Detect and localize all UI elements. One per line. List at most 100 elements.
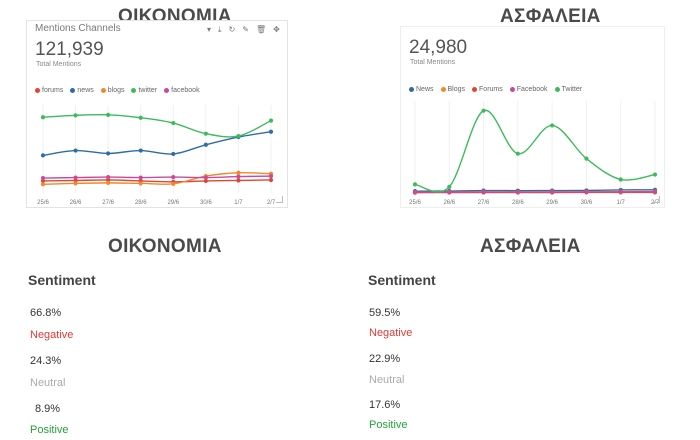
- data-point[interactable]: [138, 148, 143, 153]
- x-tick-label: 27/6: [478, 200, 490, 206]
- data-point[interactable]: [40, 175, 46, 181]
- data-point[interactable]: [618, 189, 623, 194]
- data-point[interactable]: [236, 170, 241, 175]
- data-point[interactable]: [268, 177, 274, 183]
- legend-item[interactable]: Blogs: [440, 86, 466, 93]
- data-point[interactable]: [618, 177, 623, 182]
- chart-legend: forums news blogs twitter facebook: [35, 87, 200, 94]
- data-point[interactable]: [171, 151, 176, 157]
- move-icon[interactable]: ✥: [273, 25, 280, 34]
- data-point[interactable]: [73, 113, 78, 118]
- data-point[interactable]: [73, 181, 78, 186]
- data-point[interactable]: [550, 123, 555, 128]
- legend-item[interactable]: Forums: [472, 86, 503, 93]
- legend-dot-icon: [131, 88, 137, 93]
- data-point[interactable]: [447, 190, 452, 195]
- legend-item[interactable]: news: [70, 87, 94, 94]
- data-point[interactable]: [236, 174, 241, 179]
- data-point[interactable]: [40, 153, 46, 158]
- data-point[interactable]: [584, 156, 589, 161]
- legend-item[interactable]: twitter: [131, 87, 157, 94]
- legend-dot-icon: [70, 88, 76, 93]
- data-point[interactable]: [203, 131, 208, 136]
- data-point[interactable]: [171, 181, 176, 186]
- edit-icon[interactable]: ✎: [242, 25, 249, 34]
- sentiment-donut: [478, 314, 582, 418]
- legend-item[interactable]: Facebook: [509, 86, 548, 93]
- data-point[interactable]: [550, 189, 555, 195]
- legend-dot-icon: [100, 88, 106, 93]
- negative-label: Negative: [30, 329, 74, 341]
- heading-asfaleia-top: ΑΣΦΑΛΕΙΑ: [500, 6, 601, 27]
- data-point[interactable]: [412, 182, 418, 187]
- data-point[interactable]: [268, 129, 274, 134]
- negative-percent: 66.8%: [30, 307, 62, 319]
- download-icon[interactable]: ⤓: [218, 25, 222, 34]
- data-point[interactable]: [40, 115, 46, 120]
- series-line-news: [42, 131, 272, 157]
- x-tick-label: 29/6: [546, 200, 558, 206]
- data-point[interactable]: [40, 178, 46, 184]
- data-point[interactable]: [236, 178, 241, 183]
- legend-label: news: [77, 87, 94, 94]
- data-point[interactable]: [138, 181, 143, 186]
- x-tick-label: 1/7: [234, 200, 243, 206]
- data-point[interactable]: [171, 174, 176, 180]
- positive-label: Positive: [30, 424, 69, 436]
- chevron-down-icon[interactable]: ▾: [207, 25, 212, 34]
- neutral-label: Neutral: [369, 374, 405, 386]
- legend-item[interactable]: News: [409, 86, 434, 93]
- data-point[interactable]: [515, 190, 520, 195]
- data-point[interactable]: [481, 108, 486, 113]
- data-point[interactable]: [652, 189, 658, 194]
- data-point[interactable]: [447, 184, 452, 189]
- legend-item[interactable]: Twitter: [554, 86, 582, 93]
- data-point[interactable]: [106, 180, 111, 185]
- refresh-icon[interactable]: ↻: [228, 25, 236, 34]
- data-point[interactable]: [481, 189, 486, 195]
- legend-item[interactable]: blogs: [100, 87, 124, 94]
- data-point[interactable]: [412, 190, 418, 195]
- negative-label: Negative: [369, 327, 413, 339]
- legend-dot-icon: [409, 87, 414, 92]
- data-point[interactable]: [106, 112, 111, 117]
- total-mentions-label: Total Mentions: [410, 59, 456, 66]
- positive-percent: 17.6%: [369, 399, 401, 411]
- data-point[interactable]: [138, 175, 143, 180]
- data-point[interactable]: [138, 115, 143, 120]
- data-point[interactable]: [268, 174, 274, 179]
- legend-item[interactable]: facebook: [164, 87, 200, 94]
- legend-dot-icon: [164, 88, 170, 93]
- resize-handle-icon[interactable]: [276, 196, 283, 203]
- data-point[interactable]: [73, 178, 78, 183]
- mentions-panel-left: Mentions Channels ▾ ⤓ ↻ ✎ 🗑 ✥ 121,939 To…: [26, 20, 288, 208]
- data-point[interactable]: [106, 177, 111, 183]
- data-point[interactable]: [236, 133, 241, 139]
- legend-dot-icon: [35, 88, 40, 93]
- data-point[interactable]: [203, 142, 208, 147]
- total-mentions-value: 24,980: [409, 37, 468, 58]
- data-point[interactable]: [203, 178, 208, 184]
- data-point[interactable]: [584, 189, 589, 195]
- legend-item[interactable]: forums: [35, 87, 63, 94]
- data-point[interactable]: [171, 120, 176, 126]
- resize-handle-icon[interactable]: [653, 196, 660, 203]
- data-point[interactable]: [268, 118, 274, 123]
- data-point[interactable]: [40, 182, 46, 187]
- series-line-twitter: [414, 109, 656, 193]
- data-point[interactable]: [73, 148, 78, 153]
- data-point[interactable]: [203, 175, 208, 180]
- data-point[interactable]: [73, 175, 78, 180]
- data-point[interactable]: [106, 174, 111, 180]
- delete-icon[interactable]: 🗑: [255, 25, 267, 34]
- data-point[interactable]: [652, 172, 658, 177]
- series-line-news: [414, 189, 656, 192]
- sentiment-title: Sentiment: [368, 272, 436, 288]
- positive-label: Positive: [369, 419, 408, 431]
- data-point[interactable]: [515, 151, 520, 156]
- legend-label: Blogs: [447, 86, 466, 93]
- heading-asfaleia-bottom: ΑΣΦΑΛΕΙΑ: [480, 236, 581, 257]
- legend-label: News: [416, 86, 434, 93]
- legend-label: Forums: [479, 86, 503, 93]
- data-point[interactable]: [106, 151, 111, 156]
